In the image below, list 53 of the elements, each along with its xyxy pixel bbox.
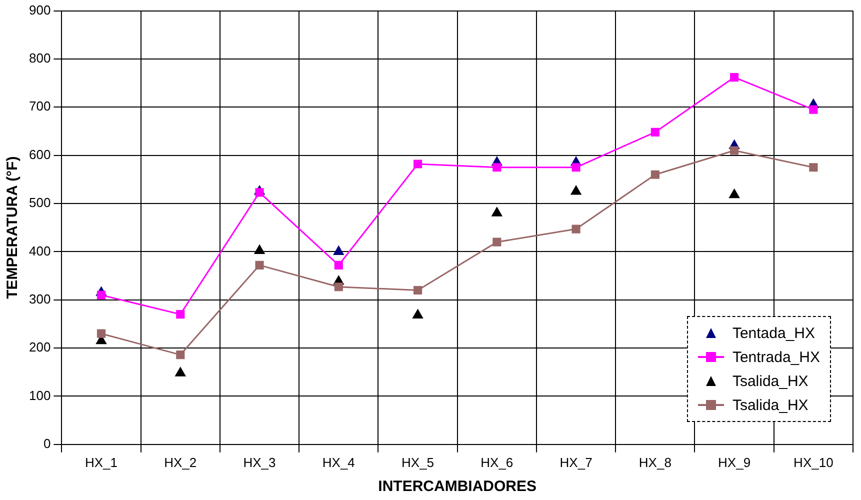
- point: [730, 146, 739, 155]
- y-tick-label: 0: [43, 436, 51, 451]
- y-tick-label: 200: [28, 340, 51, 355]
- point: [413, 160, 422, 168]
- point: [334, 282, 343, 292]
- y-tick-label: 100: [28, 388, 51, 403]
- point: [572, 163, 580, 172]
- point: [175, 367, 186, 376]
- point: [334, 260, 343, 270]
- y-tick-label: 400: [28, 243, 51, 258]
- point: [729, 189, 740, 198]
- x-axis-title: INTERCAMBIADORES: [378, 478, 537, 496]
- x-tick-label: HX_6: [480, 454, 514, 470]
- legend-label: Tsalida_HX: [732, 396, 808, 414]
- point: [96, 290, 106, 300]
- point: [492, 163, 502, 172]
- x-tick-label: HX_8: [638, 454, 672, 470]
- y-tick-label: 300: [28, 291, 51, 306]
- point: [570, 186, 582, 195]
- point: [492, 207, 502, 216]
- point: [650, 128, 660, 136]
- point: [176, 350, 185, 360]
- point: [176, 310, 185, 319]
- point: [572, 224, 580, 234]
- legend-label: Tentada_HX: [732, 324, 815, 342]
- x-tick-label: HX_7: [560, 454, 592, 470]
- legend-label: Tsalida_HX: [732, 372, 808, 390]
- x-tick-label: HX_4: [322, 454, 355, 470]
- y-tick-label: 900: [28, 2, 51, 18]
- x-tick-label: HX_5: [402, 454, 434, 470]
- point: [730, 73, 739, 82]
- x-tick-label: HX_10: [794, 454, 834, 470]
- point: [809, 163, 818, 172]
- point: [492, 238, 502, 246]
- point: [96, 329, 106, 338]
- point: [254, 244, 265, 254]
- point: [255, 260, 264, 270]
- y-tick-label: 600: [28, 146, 51, 162]
- x-tick-label: HX_9: [718, 454, 751, 470]
- y-tick-label: 800: [28, 50, 51, 66]
- point: [412, 310, 423, 319]
- legend-label: Tentrada_HX: [732, 348, 820, 366]
- y-tick-label: 700: [28, 98, 51, 114]
- point: [650, 170, 660, 179]
- x-tick-label: HX_3: [243, 454, 276, 470]
- point: [255, 188, 264, 197]
- point: [334, 246, 344, 255]
- x-tick-label: HX_2: [164, 454, 197, 470]
- point: [413, 286, 422, 295]
- point: [809, 105, 818, 114]
- y-axis-title: TEMPERATURA (°F): [4, 156, 22, 299]
- x-tick-label: HX_1: [84, 454, 118, 470]
- y-tick-label: 500: [28, 195, 51, 210]
